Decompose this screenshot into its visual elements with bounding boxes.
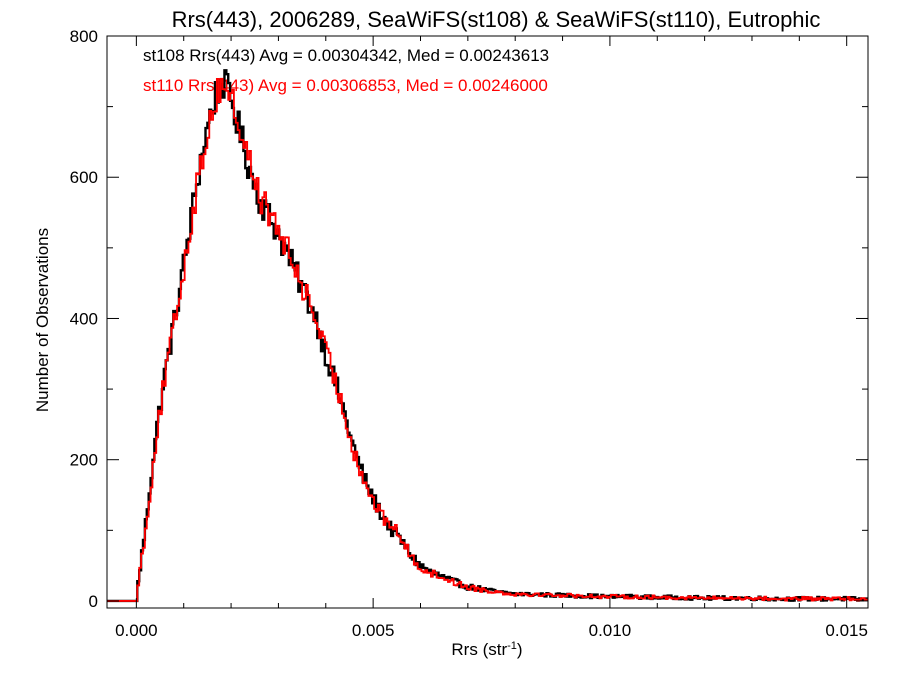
y-tick-label: 0 [89,592,98,611]
x-axis-ticks: 0.000 0.005 0.010 0.015 [115,36,868,640]
x-tick-label: 0.005 [352,621,395,640]
x-axis-label-sup: -1 [507,640,517,652]
series-line-st110 [107,77,868,602]
x-tick-label: 0.000 [115,621,158,640]
y-tick-label: 600 [70,168,98,187]
chart-title: Rrs(443), 2006289, SeaWiFS(st108) & SeaW… [172,7,821,32]
x-axis-label-main: Rrs (str [451,640,507,659]
y-axis-ticks: 0 200 400 600 800 [70,27,868,611]
x-tick-label: 0.015 [825,621,868,640]
y-tick-label: 400 [70,309,98,328]
series-line-st108 [107,69,868,603]
plot-frame [106,35,869,609]
series-layer [107,69,868,603]
st110-annotation: st110 Rrs(443) Avg = 0.00306853, Med = 0… [143,76,548,95]
st108-annotation: st108 Rrs(443) Avg = 0.00304342, Med = 0… [143,46,549,65]
y-axis-label: Number of Observations [33,228,52,412]
x-axis-label: Rrs (str-1) [451,640,522,659]
x-tick-label: 0.010 [589,621,632,640]
x-axis-label-close: ) [517,640,523,659]
y-tick-label: 200 [70,451,98,470]
y-tick-label: 800 [70,27,98,46]
